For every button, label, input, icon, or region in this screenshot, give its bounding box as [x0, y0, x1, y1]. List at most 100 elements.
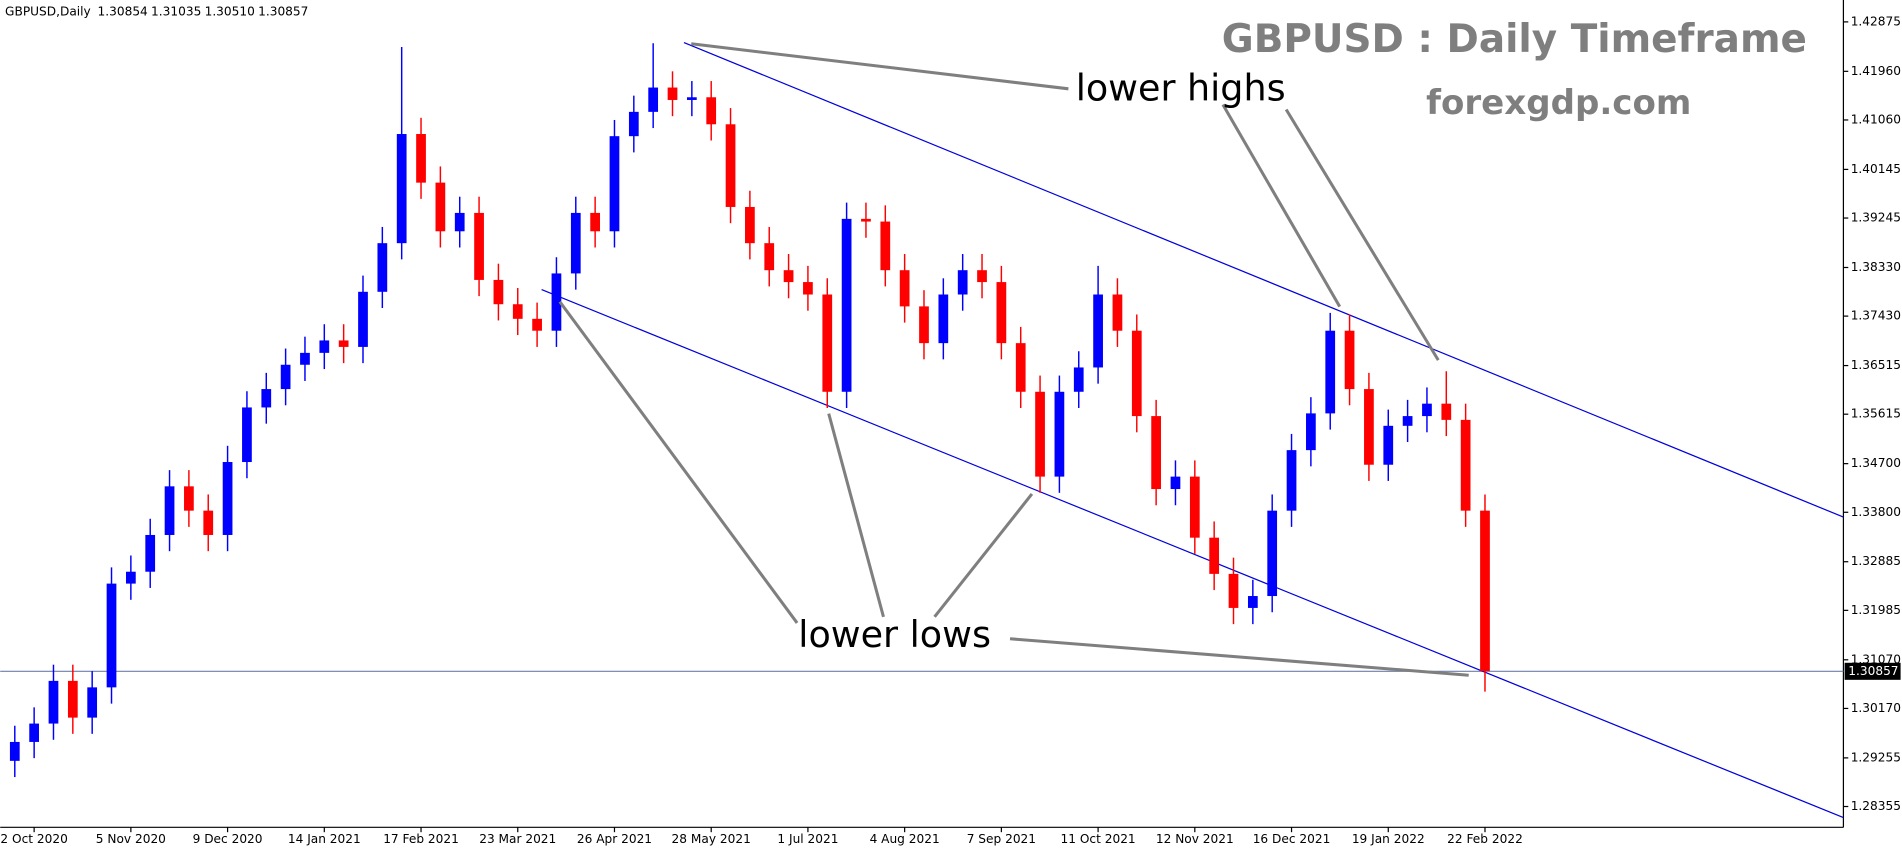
- candle-body: [822, 294, 833, 392]
- candle-body: [29, 723, 40, 742]
- y-tick-label: 1.41060: [1851, 112, 1901, 126]
- price-label-box: [1844, 662, 1901, 680]
- x-tick-label: 17 Feb 2021: [383, 832, 459, 846]
- candle-body: [358, 291, 368, 347]
- candle-body: [1441, 403, 1452, 420]
- channel-upper: [683, 42, 1844, 518]
- candle-body: [87, 687, 98, 718]
- y-tick-label: 1.41960: [1851, 64, 1901, 78]
- pointer: [1284, 108, 1440, 361]
- x-tick-label: 22 Feb 2022: [1447, 832, 1523, 846]
- candle-body: [957, 270, 968, 295]
- header-value: 1.30857: [258, 5, 308, 19]
- y-tick-label: 1.28355: [1851, 799, 1901, 813]
- candle-body: [1422, 403, 1432, 417]
- x-tick-label: 9 Dec 2020: [193, 832, 263, 846]
- candle-body: [1286, 450, 1297, 511]
- candle-body: [106, 583, 117, 688]
- candle-body: [532, 318, 542, 331]
- candle-body: [745, 206, 755, 244]
- x-tick-label: 23 Mar 2021: [479, 832, 556, 846]
- candle-body: [1402, 416, 1413, 426]
- candle-body: [570, 212, 581, 274]
- candle-body: [1460, 419, 1471, 511]
- candle-body: [338, 340, 349, 347]
- candle-body: [164, 486, 175, 535]
- x-tick-label: 4 Aug 2021: [870, 832, 940, 846]
- y-tick-label: 1.42875: [1851, 14, 1901, 28]
- candle-body: [841, 218, 852, 392]
- candle-body: [242, 407, 252, 463]
- pointer: [691, 42, 1069, 91]
- y-tick-label: 1.36515: [1851, 358, 1901, 372]
- candle-body: [184, 486, 194, 511]
- candle-body: [1131, 330, 1142, 417]
- header-value: 1.31035: [151, 5, 201, 19]
- candle-body: [938, 294, 949, 344]
- candle-body: [1035, 391, 1045, 477]
- candle-body: [628, 111, 639, 137]
- pointers: [558, 42, 1469, 677]
- price-label: 1.30857: [1848, 664, 1898, 678]
- y-tick-label: 1.38330: [1851, 260, 1901, 274]
- annotation: lower lows: [798, 613, 991, 656]
- candle-body: [783, 270, 794, 283]
- candle-body: [686, 97, 697, 100]
- candle-body: [1228, 573, 1239, 608]
- candle-body: [1112, 294, 1123, 331]
- candle-body: [416, 134, 426, 183]
- candle-body: [919, 306, 929, 344]
- candle-body: [145, 534, 156, 572]
- candle-body: [9, 741, 20, 761]
- candle-body: [1209, 537, 1220, 574]
- y-tick-label: 1.39245: [1851, 211, 1901, 225]
- candle-body: [590, 212, 600, 232]
- candle-body: [977, 270, 987, 283]
- candle-body: [67, 680, 78, 718]
- candle-body: [319, 340, 330, 353]
- y-tick-label: 1.31985: [1851, 603, 1901, 617]
- candle-body: [1189, 476, 1200, 538]
- y-tick-label: 1.35615: [1851, 407, 1901, 421]
- candle-body: [551, 273, 562, 331]
- candle-body: [454, 212, 465, 232]
- candle-body: [803, 282, 813, 295]
- candle-body: [512, 304, 523, 319]
- x-tick-label: 14 Jan 2021: [288, 832, 361, 846]
- candle-body: [861, 218, 871, 222]
- candle-body: [648, 87, 659, 112]
- x-tick-label: 26 Apr 2021: [577, 832, 652, 846]
- candle-body: [1015, 343, 1026, 392]
- candle-body: [1093, 294, 1103, 368]
- candle-body: [1054, 391, 1065, 477]
- candle-body: [1073, 367, 1084, 392]
- candle-body: [899, 270, 910, 307]
- candle-body: [1344, 330, 1355, 390]
- candle-body: [609, 136, 620, 232]
- pointer: [1221, 103, 1342, 308]
- x-tick-label: 16 Dec 2021: [1253, 832, 1331, 846]
- candle-body: [377, 243, 388, 292]
- pointer: [558, 300, 799, 624]
- candle-body: [396, 134, 407, 244]
- x-tick-label: 28 May 2021: [672, 832, 751, 846]
- candle-body: [667, 87, 678, 100]
- candles: [9, 43, 1490, 778]
- candle-body: [880, 221, 891, 271]
- annotation: lower highs: [1076, 67, 1286, 110]
- candle-body: [725, 124, 736, 207]
- candle-body: [222, 462, 233, 535]
- y-tick-label: 1.34700: [1851, 456, 1901, 470]
- y-tick-label: 1.37430: [1851, 309, 1901, 323]
- candle-body: [203, 510, 214, 535]
- chart-subtitle: forexgdp.com: [1426, 83, 1691, 123]
- candle-body: [1267, 510, 1278, 597]
- header-value: 1.30510: [205, 5, 255, 19]
- candle-body: [1170, 476, 1181, 490]
- pointer: [1009, 637, 1469, 677]
- y-tick-label: 1.40145: [1851, 162, 1901, 176]
